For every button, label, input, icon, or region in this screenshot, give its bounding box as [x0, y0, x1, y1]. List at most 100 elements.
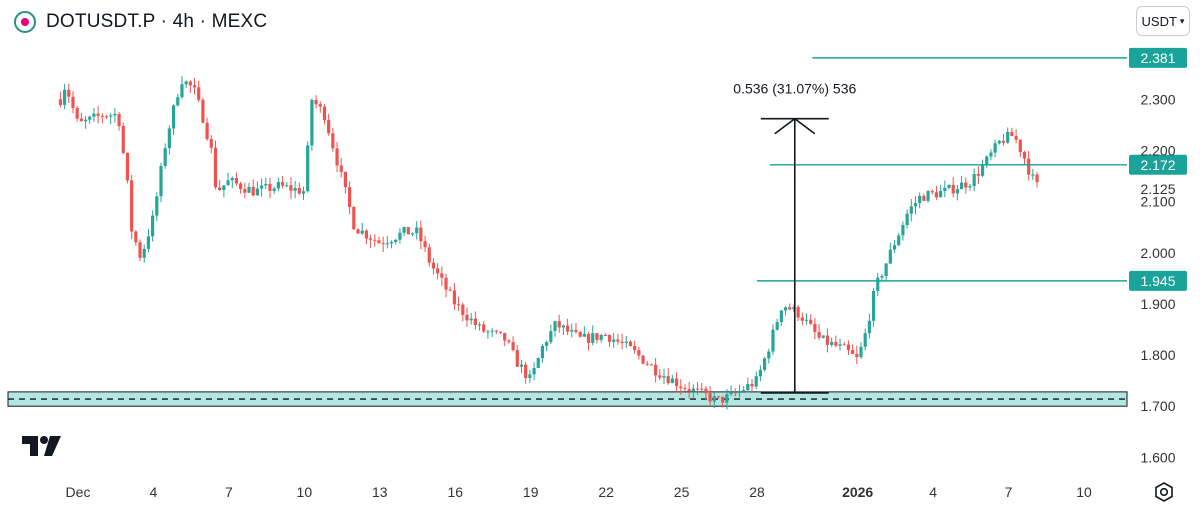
candle-up	[410, 233, 415, 235]
candle-up	[775, 321, 779, 330]
candle-up	[310, 99, 314, 146]
settings-gear-icon[interactable]	[1153, 481, 1175, 503]
time-tick-label: 19	[523, 484, 539, 500]
candle-down	[243, 189, 247, 193]
candle-down	[1018, 139, 1022, 152]
candle-down	[628, 341, 633, 347]
candle-down	[683, 388, 687, 390]
candle-up	[146, 236, 151, 249]
candle-down	[1035, 174, 1039, 183]
candle-down	[1010, 131, 1014, 137]
candle-up	[939, 190, 943, 198]
candle-up	[532, 367, 536, 375]
candle-down	[507, 340, 511, 343]
candle-down	[511, 342, 515, 351]
candle-up	[92, 113, 96, 117]
candle-up	[779, 310, 783, 322]
candle-up	[519, 364, 524, 367]
candle-down	[498, 331, 503, 333]
candle-down	[586, 333, 591, 343]
candle-down	[637, 350, 641, 356]
candle-up	[758, 369, 763, 377]
candle-up	[624, 341, 628, 344]
candle-up	[151, 215, 155, 237]
candle-down	[964, 182, 968, 188]
candle-down	[289, 185, 293, 191]
price-tick-label: 1.900	[1140, 296, 1175, 312]
candle-up	[838, 344, 842, 346]
candle-up	[360, 230, 364, 234]
candle-up	[867, 320, 871, 334]
candle-up	[553, 321, 557, 332]
candle-up	[1031, 174, 1035, 176]
candle-down	[364, 230, 368, 239]
candle-down	[674, 378, 679, 387]
candle-up	[876, 277, 880, 291]
candle-up	[490, 330, 494, 332]
candle-down	[218, 187, 222, 191]
tradingview-logo-icon[interactable]	[22, 436, 62, 456]
candle-down	[855, 353, 859, 358]
candle-up	[754, 376, 758, 387]
candle-down	[704, 388, 708, 394]
candle-down	[473, 318, 477, 326]
candle-down	[318, 104, 322, 107]
time-tick-label: 28	[749, 484, 765, 500]
candle-up	[582, 333, 586, 337]
symbol-title[interactable]: DOTUSDT.P · 4h · MEXC	[46, 11, 268, 32]
candle-up	[276, 182, 280, 189]
candle-down	[356, 229, 360, 234]
candle-down	[494, 330, 498, 332]
time-tick-label: 4	[929, 484, 937, 500]
candle-up	[913, 203, 918, 207]
candle-up	[155, 196, 159, 216]
price-level-badge	[1129, 47, 1187, 68]
candle-up	[255, 188, 260, 196]
candle-down	[809, 319, 813, 324]
candle-up	[691, 388, 695, 392]
candle-up	[1006, 131, 1010, 143]
candle-up	[176, 97, 180, 106]
candle-up	[909, 206, 913, 214]
time-tick-label: 2026	[842, 484, 873, 500]
candle-up	[394, 239, 398, 242]
candle-up	[742, 390, 746, 392]
candle-up	[997, 140, 1001, 144]
candle-down	[75, 108, 79, 119]
candle-down	[524, 364, 528, 378]
candle-up	[737, 390, 742, 394]
price-tick-label: 2.300	[1140, 91, 1175, 107]
candle-down	[343, 171, 348, 188]
candle-up	[888, 249, 892, 264]
time-tick-label: 4	[150, 484, 158, 500]
polkadot-icon	[14, 11, 36, 33]
candle-down	[444, 277, 448, 290]
candle-up	[570, 329, 574, 332]
price-level-label: 2.172	[1140, 157, 1175, 173]
candle-up	[528, 374, 532, 378]
candle-down	[406, 227, 410, 235]
candle-down	[419, 227, 423, 242]
candle-down	[465, 314, 469, 321]
current-price-label: 2.125	[1140, 181, 1175, 197]
candle-up	[918, 195, 922, 204]
candle-up	[871, 290, 876, 321]
candle-down	[138, 242, 142, 258]
time-tick-label: 7	[1005, 484, 1013, 500]
candle-up	[599, 334, 603, 340]
chevron-down-icon: ▾	[1179, 15, 1185, 26]
candle-down	[201, 99, 205, 123]
candle-up	[662, 376, 666, 378]
currency-button[interactable]: USDT ▾	[1136, 6, 1190, 36]
candle-down	[930, 191, 934, 193]
candle-down	[557, 321, 561, 328]
candle-up	[905, 213, 909, 225]
candle-down	[666, 376, 670, 384]
candle-down	[192, 85, 197, 88]
candle-down	[578, 332, 582, 337]
candle-down	[331, 133, 335, 149]
candle-down	[251, 186, 255, 196]
candle-down	[482, 324, 486, 332]
candle-down	[633, 346, 637, 351]
